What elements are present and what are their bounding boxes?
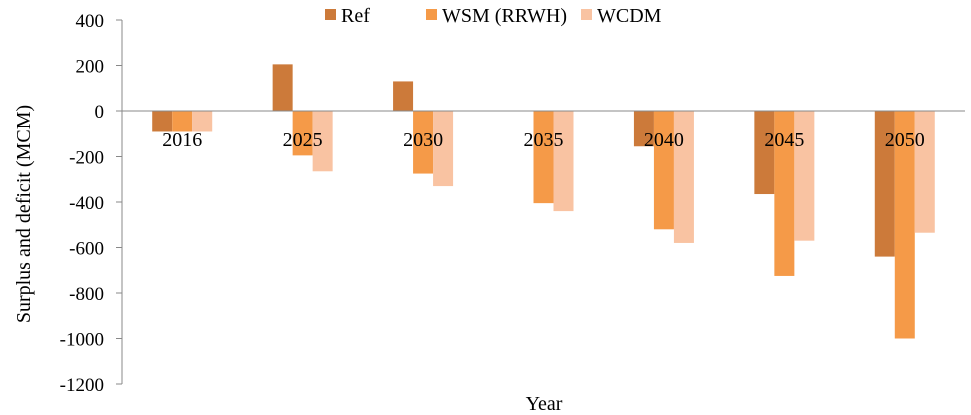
bar-wsm-rrwh-2045 — [774, 111, 795, 276]
y-tick-label: -400 — [69, 193, 104, 214]
y-tick-label: -1200 — [60, 375, 104, 396]
bars-layer — [152, 64, 935, 339]
x-category-label: 2035 — [524, 129, 564, 151]
bar-wcdm-2050 — [914, 111, 935, 233]
bar-ref-2050 — [874, 111, 895, 257]
bar-wcdm-2025 — [312, 111, 333, 172]
x-axis-title: Year — [526, 393, 563, 415]
bar-ref-2025 — [272, 64, 293, 111]
legend: Ref WSM (RRWH) WCDM — [325, 5, 662, 27]
bar-wcdm-2045 — [794, 111, 815, 241]
bar-wcdm-2040 — [673, 111, 694, 243]
bar-ref-2016 — [152, 111, 173, 132]
bar-wsm-rrwh-2050 — [894, 111, 915, 339]
y-tick-label: -800 — [69, 284, 104, 305]
bar-wcdm-2035 — [553, 111, 574, 212]
y-axis-ticks: -1200 -1000 -800 -600 -400 -200 0 200 400 — [60, 11, 122, 396]
bar-wsm-rrwh-2030 — [413, 111, 434, 174]
x-category-label: 2040 — [644, 129, 684, 151]
bar-wsm-rrwh-2016 — [172, 111, 193, 132]
legend-label: Ref — [341, 5, 370, 27]
bar-ref-2045 — [754, 111, 775, 195]
legend-swatch — [426, 9, 437, 20]
bar-wsm-rrwh-2040 — [653, 111, 674, 230]
x-category-label: 2025 — [283, 129, 323, 151]
bar-wsm-rrwh-2025 — [292, 111, 313, 156]
x-axis-categories: 2016 2025 2030 2035 2040 2045 2050 — [162, 129, 925, 151]
y-tick-label: -600 — [69, 239, 104, 260]
legend-label: WSM (RRWH) — [442, 5, 567, 27]
bar-ref-2040 — [633, 111, 654, 147]
legend-label: WCDM — [597, 5, 662, 27]
x-category-label: 2030 — [403, 129, 443, 151]
legend-swatch — [581, 9, 592, 20]
x-category-label: 2016 — [162, 129, 202, 151]
y-tick-label: 0 — [95, 102, 105, 123]
y-tick-label: 200 — [76, 57, 105, 78]
bar-wcdm-2030 — [433, 111, 454, 187]
x-category-label: 2050 — [885, 129, 925, 151]
x-category-label: 2045 — [764, 129, 804, 151]
y-axis-title: Surplus and deficit (MCM) — [13, 105, 35, 323]
legend-swatch — [325, 9, 336, 20]
bar-wcdm-2016 — [192, 111, 213, 132]
bar-ref-2030 — [393, 81, 414, 111]
y-tick-label: -1000 — [60, 330, 104, 351]
y-tick-label: 400 — [76, 11, 105, 32]
bar-wsm-rrwh-2035 — [533, 111, 554, 204]
y-tick-label: -200 — [69, 148, 104, 169]
